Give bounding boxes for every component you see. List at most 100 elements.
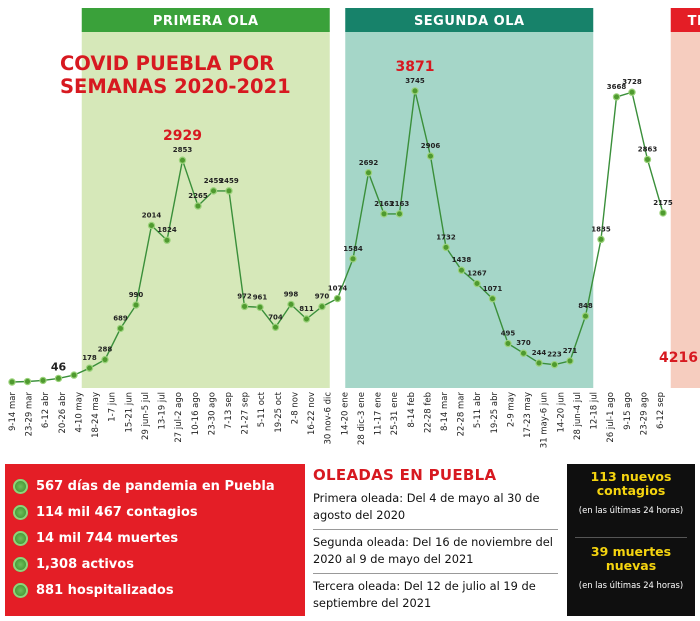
data-label: 2459 [204, 177, 224, 185]
waves-title: OLEADAS EN PUEBLA [313, 466, 497, 484]
data-label: 2459 [219, 177, 239, 185]
wave-1-text: Primera oleada: Del 4 de mayo al 30 de a… [313, 491, 540, 522]
data-point [628, 88, 636, 96]
data-point [442, 243, 450, 252]
data-label: 2163 [374, 200, 394, 208]
x-tick-label: 13-19 jul [158, 392, 168, 430]
x-tick-label: 22-28 feb [423, 392, 433, 433]
wave-band-2 [345, 30, 594, 388]
stat-row-hospitalized: 881 hospitalizados [5, 578, 174, 603]
data-label: 1584 [343, 245, 363, 253]
chart-title-line-2: SEMANAS 2020-2021 [60, 75, 291, 98]
data-label: 2175 [653, 199, 673, 207]
virus-icon [13, 479, 28, 494]
data-point [364, 169, 373, 177]
x-tick-label: 8-14 mar [440, 392, 450, 431]
wave-peak-3: 4216 [659, 350, 698, 366]
data-label: 495 [501, 330, 516, 338]
stat-row-deaths: 14 mil 744 muertes [5, 526, 178, 551]
data-point [70, 371, 78, 379]
data-point [349, 255, 357, 263]
data-point [101, 355, 109, 364]
wave-title-2: SEGUNDA OLA [414, 14, 525, 29]
x-tick-label: 1-7 jun [108, 392, 118, 422]
x-tick-label: 23-29 mar [25, 392, 35, 437]
wave-title-1: PRIMERA OLA [153, 14, 259, 29]
x-tick-label: 19-25 abr [490, 391, 500, 433]
data-point [380, 210, 388, 218]
x-tick-label: 2-8 nov [291, 392, 301, 424]
stat-active: 1,308 activos [36, 557, 134, 572]
data-point [504, 339, 512, 348]
data-label: 2163 [390, 200, 410, 208]
data-point [8, 378, 16, 386]
stat-row-active: 1,308 activos [5, 552, 134, 577]
data-point [643, 155, 652, 164]
data-label: 704 [268, 313, 283, 321]
data-label: 848 [578, 302, 593, 310]
data-label: 244 [532, 349, 547, 357]
x-tick-label: 17-23 may [523, 392, 533, 438]
data-label: 370 [516, 339, 531, 347]
x-tick-label: 28 dic-3 ene [357, 392, 367, 445]
data-label: 3668 [607, 83, 627, 91]
wave-header-2 [345, 8, 594, 32]
x-tick-label: 5-11 abr [473, 391, 483, 428]
virus-icon [13, 557, 28, 572]
wave-header-3 [670, 8, 700, 32]
data-point [116, 324, 125, 333]
data-point [302, 315, 311, 323]
x-tick-label: 18-24 may [91, 392, 101, 438]
data-label: 2906 [421, 142, 441, 150]
data-point [225, 187, 233, 195]
data-point [287, 300, 295, 309]
data-label: 1267 [467, 270, 487, 278]
divider [313, 573, 558, 574]
x-tick-label: 26 jul-1 ago [606, 392, 616, 443]
data-label: 271 [563, 347, 578, 355]
x-tick-label: 28 jun-4 jul [573, 392, 583, 440]
stat-row-infections: 114 mil 467 contagios [5, 500, 198, 525]
x-tick-label: 23-30 ago [207, 392, 217, 435]
data-label: 178 [82, 354, 97, 362]
data-point [209, 187, 218, 195]
data-point [147, 221, 156, 230]
data-point [39, 376, 47, 385]
x-tick-label: 20-26 abr [58, 391, 68, 433]
weekly-covid-chart: PRIMERA OLA 2929 SEGUNDA OLA 3871 TERCERA OL… [8, 8, 700, 448]
stat-row-days: 567 días de pandemia en Puebla [5, 474, 275, 499]
data-point [426, 152, 435, 160]
virus-icon [13, 583, 28, 598]
data-point [566, 357, 574, 365]
waves-panel: OLEADAS EN PUEBLA Primera oleada: Del 4 … [313, 466, 563, 616]
wave-title-3: TERCERA OLA [688, 14, 700, 29]
new-infections: 113 nuevos contagios [590, 469, 672, 498]
data-point [178, 156, 187, 164]
x-tick-label: 6-12 sep [656, 392, 666, 429]
divider [575, 537, 687, 538]
stat-days: 567 días de pandemia en Puebla [36, 479, 275, 494]
data-label: 1071 [483, 285, 503, 293]
x-tick-label: 11-17 ene [374, 392, 384, 435]
data-point [473, 279, 481, 288]
wave-peak-1: 2929 [163, 128, 202, 144]
data-point [163, 236, 171, 244]
stat-infections: 114 mil 467 contagios [36, 505, 198, 520]
wave-2-text: Segunda oleada: Del 16 de noviembre del … [313, 535, 553, 566]
x-tick-label: 8-14 feb [407, 392, 417, 428]
new-infections-note: (en las últimas 24 horas) [578, 505, 684, 515]
x-tick-label: 9-15 ago [623, 392, 633, 430]
x-tick-label: 27 jul-2 ago [174, 392, 184, 443]
data-label: 3728 [622, 78, 642, 86]
x-tick-label: 14-20 ene [340, 392, 350, 435]
x-tick-label: 2-9 may [507, 392, 517, 427]
stat-hospitalized: 881 hospitalizados [36, 583, 174, 598]
data-label: 689 [113, 314, 128, 322]
new-deaths-note: (en las últimas 24 horas) [578, 580, 684, 590]
data-point [85, 364, 94, 372]
divider [313, 529, 558, 530]
x-tick-label: 7-13 sep [224, 392, 234, 429]
data-point [612, 93, 621, 101]
virus-icon [13, 531, 28, 546]
x-tick-label: 9-14 mar [8, 392, 18, 431]
